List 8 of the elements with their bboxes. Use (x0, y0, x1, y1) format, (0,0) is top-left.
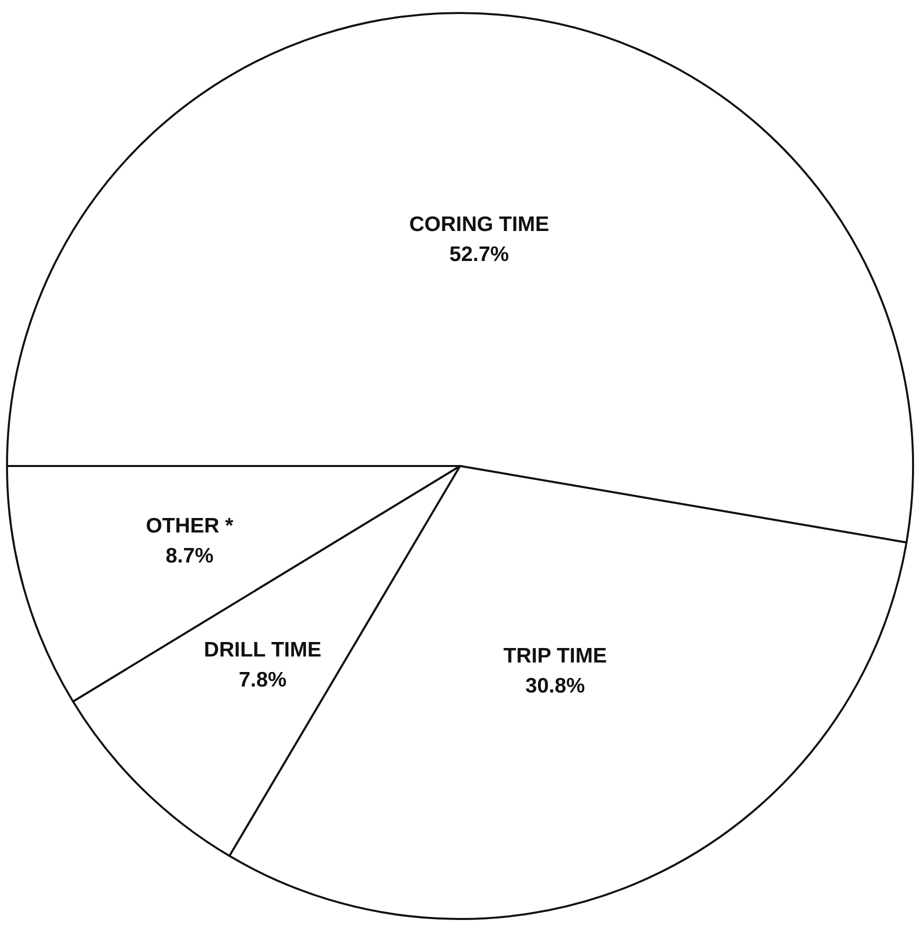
slice-label: DRILL TIME (204, 638, 322, 662)
data-label: 7.8% (238, 668, 287, 692)
data-label: 52.7% (449, 243, 510, 266)
slice-label: CORING TIME (409, 213, 550, 236)
data-label: 30.8% (525, 674, 586, 698)
data-label: 8.7% (166, 544, 214, 568)
slice-label: TRIP TIME (503, 644, 607, 668)
slice-label: OTHER * (146, 514, 234, 538)
